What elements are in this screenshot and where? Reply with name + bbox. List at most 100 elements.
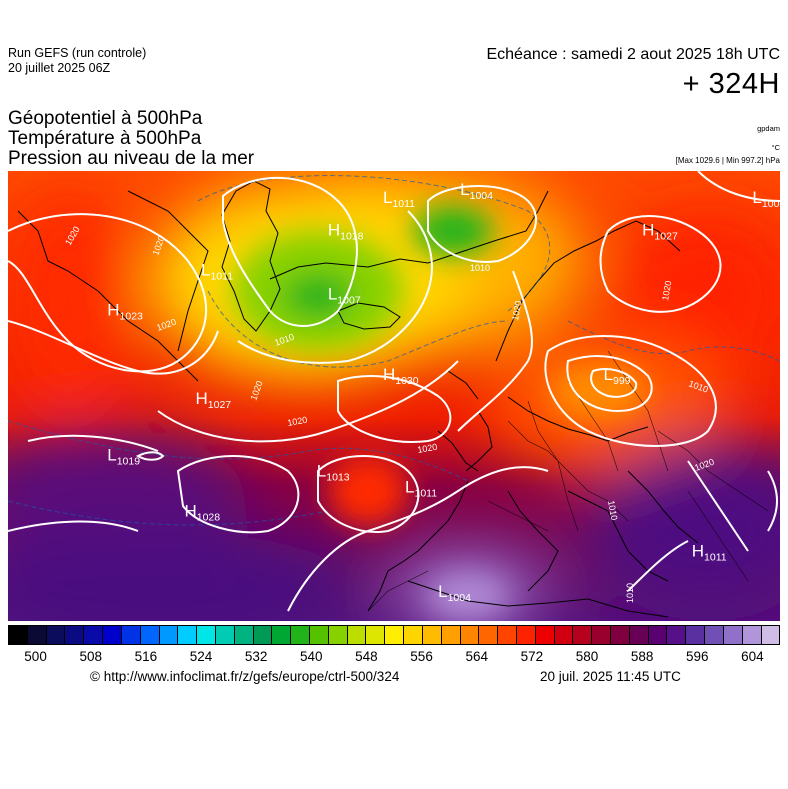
isobars bbox=[8, 171, 780, 612]
colorbar-cell bbox=[347, 626, 367, 644]
colorbar-tick-label: 540 bbox=[300, 649, 323, 664]
high-pressure-center: H1028 bbox=[184, 502, 220, 524]
colorbar-cell bbox=[742, 626, 762, 644]
pressure-system-type: H bbox=[328, 220, 340, 239]
forecast-lead-time: + 324H bbox=[682, 68, 780, 100]
high-pressure-center: H1018 bbox=[328, 220, 364, 242]
colorbar-cell bbox=[103, 626, 122, 644]
colorbar-cell bbox=[686, 626, 706, 644]
pressure-system-value: 1027 bbox=[208, 399, 232, 411]
low-pressure-center: L1007 bbox=[328, 285, 361, 307]
pressure-max-min: [Max 1029.6 | Min 997.2] hPa bbox=[675, 156, 780, 165]
pressure-system-value: 1007 bbox=[337, 295, 361, 307]
colorbar-cell bbox=[535, 626, 555, 644]
high-pressure-center: H1027 bbox=[642, 220, 678, 242]
pressure-system-type: L bbox=[460, 180, 469, 199]
weather-map: 1020 1020 1020 1010 1020 1020 1020 1010 1020 1020… bbox=[8, 171, 780, 621]
colorbar-cell bbox=[234, 626, 254, 644]
high-pressure-center: H1030 bbox=[383, 365, 419, 387]
low-pressure-center: L1013 bbox=[317, 461, 350, 483]
pressure-system-value: 1001 bbox=[762, 198, 780, 210]
colorbar-cell bbox=[65, 626, 85, 644]
colorbar-tick-label: 580 bbox=[575, 649, 599, 664]
pressure-system-value: 1027 bbox=[654, 230, 678, 242]
pressure-system-type: H bbox=[184, 502, 196, 521]
colorbar-cell bbox=[723, 626, 743, 644]
high-pressure-center: H1023 bbox=[107, 301, 143, 323]
pressure-system-value: 1019 bbox=[117, 455, 141, 467]
isobar-label: 1010 bbox=[470, 263, 490, 273]
colorbar-tick-label: 524 bbox=[189, 649, 213, 664]
colorbar-cell bbox=[159, 626, 179, 644]
pressure-system-type: L bbox=[405, 477, 414, 496]
isobar-label: 1020 bbox=[287, 415, 308, 428]
pressure-system-value: 1011 bbox=[392, 198, 415, 210]
pressure-system-value: 1030 bbox=[395, 375, 419, 387]
low-pressure-center: L1004 bbox=[460, 180, 493, 202]
colorbar-cell bbox=[385, 626, 405, 644]
colorbar-tick-label: 548 bbox=[355, 649, 378, 664]
colorbar-tick-label: 500 bbox=[24, 649, 47, 664]
pressure-system-type: L bbox=[383, 188, 392, 207]
colorbar-cell bbox=[140, 626, 160, 644]
unit-geopotential: gpdam bbox=[757, 124, 780, 133]
colorbar bbox=[8, 625, 780, 645]
map-title-geopotential: Géopotentiel à 500hPa bbox=[8, 108, 203, 129]
colorbar-tick-label: 516 bbox=[134, 649, 158, 664]
colorbar-cell bbox=[404, 626, 423, 644]
colorbar-cell bbox=[328, 626, 348, 644]
colorbar-cell bbox=[460, 626, 480, 644]
run-label: Run GEFS (run controle) bbox=[8, 46, 147, 60]
pressure-system-type: H bbox=[195, 389, 207, 408]
colorbar-cell bbox=[27, 626, 47, 644]
colorbar-cell bbox=[498, 626, 517, 644]
colorbar-cell bbox=[253, 626, 273, 644]
pressure-system-value: 1011 bbox=[704, 552, 727, 564]
colorbar-cell bbox=[46, 626, 66, 644]
colorbar-cell bbox=[761, 626, 780, 644]
pressure-system-value: 1013 bbox=[326, 471, 350, 483]
pressure-system-value: 1023 bbox=[120, 311, 144, 323]
pressure-system-value: 1004 bbox=[448, 592, 472, 604]
pressure-system-type: L bbox=[317, 461, 326, 480]
colorbar-tick-label: 604 bbox=[741, 649, 764, 664]
colorbar-tick-label: 532 bbox=[244, 649, 268, 664]
colorbar-cell bbox=[84, 626, 104, 644]
run-date: 20 juillet 2025 06Z bbox=[8, 61, 111, 75]
pressure-systems: L1011H1018L1011L1004L1001H1027H1023L1007… bbox=[107, 180, 780, 604]
credit-url: © http://www.infoclimat.fr/z/gefs/europe… bbox=[90, 669, 400, 684]
colorbar-cell bbox=[648, 626, 668, 644]
pressure-system-value: 999 bbox=[613, 375, 631, 387]
pressure-system-type: L bbox=[752, 188, 761, 207]
map-title-pressure: Pression au niveau de la mer bbox=[8, 148, 255, 169]
colorbar-cell bbox=[215, 626, 235, 644]
pressure-system-value: 1011 bbox=[414, 487, 437, 499]
colorbar-cell bbox=[291, 626, 310, 644]
colorbar-cell bbox=[705, 626, 724, 644]
map-title-temperature: Température à 500hPa bbox=[8, 128, 202, 149]
low-pressure-center: L1011 bbox=[405, 477, 437, 499]
colorbar-cell bbox=[121, 626, 141, 644]
colorbar-cell bbox=[629, 626, 649, 644]
pressure-system-type: L bbox=[328, 285, 337, 304]
forecast-valid-time: Echéance : samedi 2 aout 2025 18h UTC bbox=[486, 46, 780, 63]
colorbar-tick-label: 572 bbox=[520, 649, 544, 664]
low-pressure-center: L1011 bbox=[383, 188, 415, 210]
colorbar-cell bbox=[9, 626, 28, 644]
pressure-system-value: 1028 bbox=[197, 512, 221, 524]
low-pressure-center: L1004 bbox=[438, 582, 471, 604]
pressure-system-value: 1011 bbox=[210, 270, 233, 282]
colorbar-tick-label: 556 bbox=[410, 649, 433, 664]
high-pressure-center: H1011 bbox=[692, 542, 727, 564]
issued-time: 20 juil. 2025 11:45 UTC bbox=[540, 669, 681, 684]
colorbar-cell bbox=[441, 626, 461, 644]
low-pressure-center: L999 bbox=[604, 365, 631, 387]
pressure-system-value: 1004 bbox=[470, 190, 494, 202]
colorbar-cell bbox=[611, 626, 630, 644]
unit-temperature: °C bbox=[771, 143, 780, 152]
colorbar-cell bbox=[516, 626, 536, 644]
colorbar-tick-label: 588 bbox=[630, 649, 654, 664]
pressure-system-type: L bbox=[107, 445, 116, 464]
pressure-system-type: L bbox=[438, 582, 447, 601]
colorbar-tick-label: 596 bbox=[686, 649, 709, 664]
